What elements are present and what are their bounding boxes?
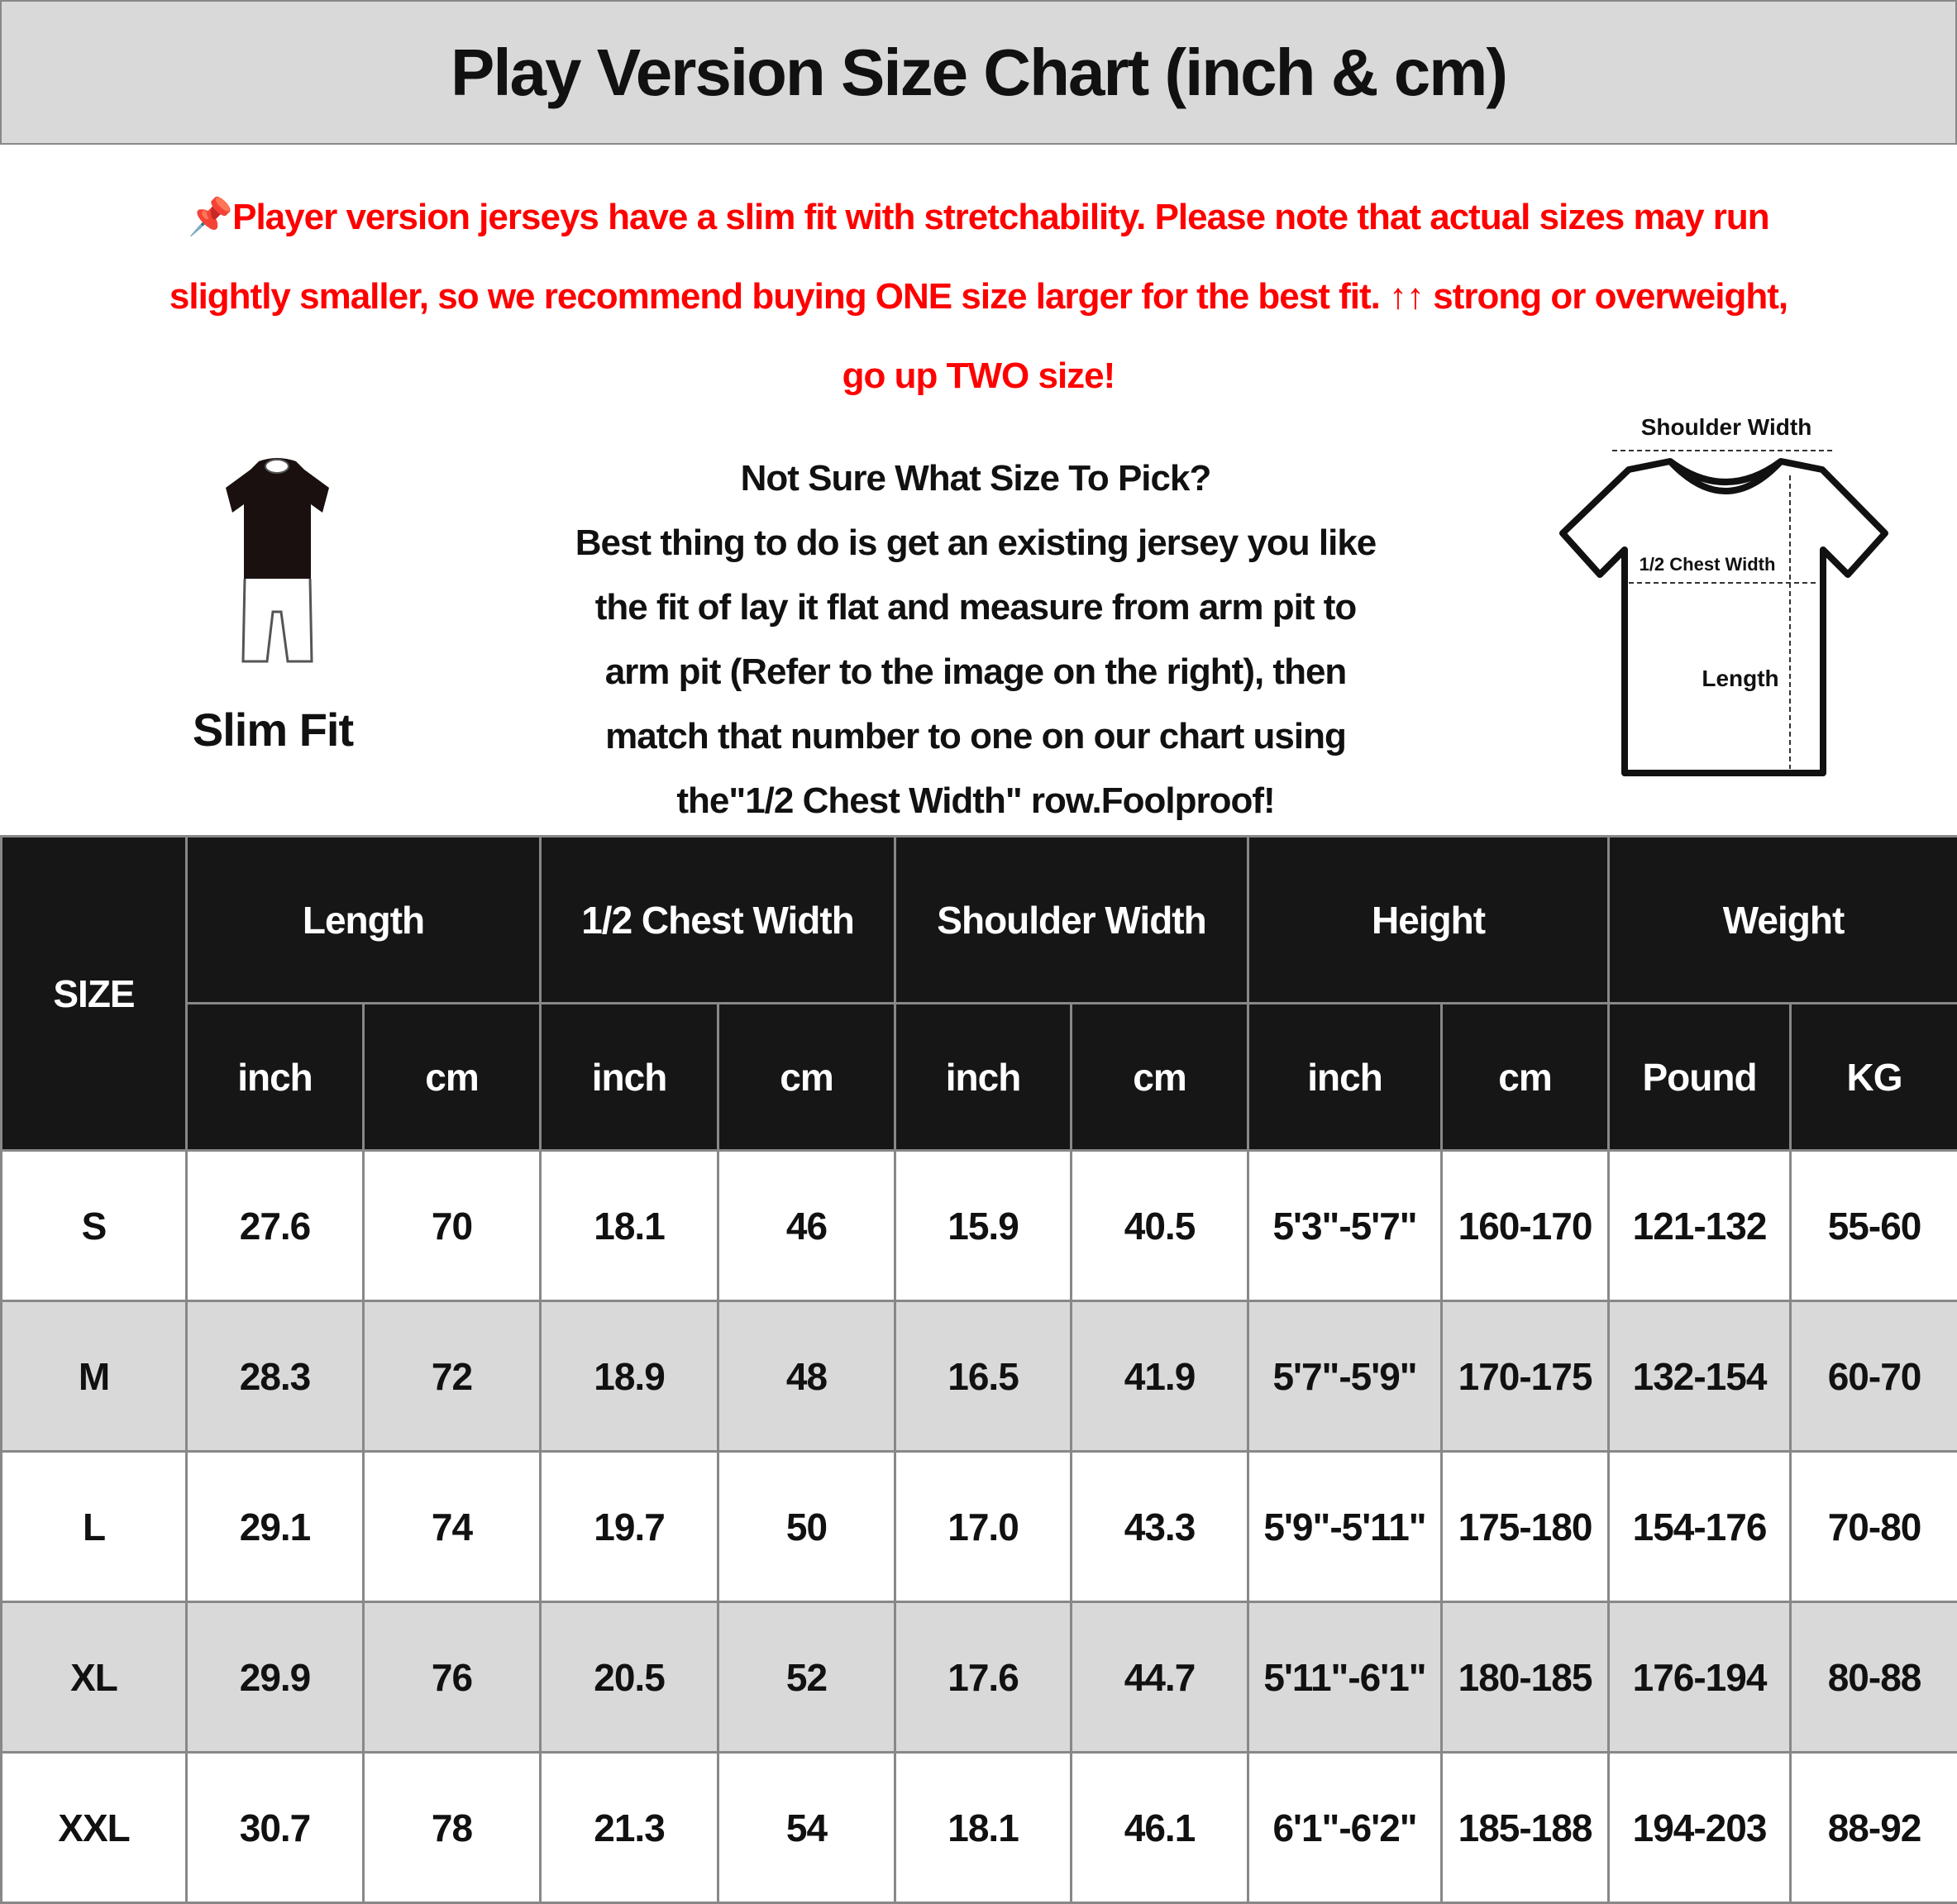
value-cell: 154-176 bbox=[1609, 1452, 1791, 1602]
value-cell: 74 bbox=[364, 1452, 541, 1602]
page-title: Play Version Size Chart (inch & cm) bbox=[451, 35, 1506, 111]
value-cell: 60-70 bbox=[1791, 1301, 1957, 1452]
value-cell: 41.9 bbox=[1072, 1301, 1248, 1452]
value-cell: 48 bbox=[718, 1301, 895, 1452]
value-cell: 46 bbox=[718, 1151, 895, 1301]
value-cell: 175-180 bbox=[1442, 1452, 1609, 1602]
value-cell: 30.7 bbox=[187, 1753, 364, 1903]
value-cell: 29.9 bbox=[187, 1602, 364, 1753]
unit-header: KG bbox=[1791, 1004, 1957, 1151]
notice-line: slightly smaller, so we recommend buying… bbox=[17, 257, 1940, 336]
unit-header: Pound bbox=[1609, 1004, 1791, 1151]
value-cell: 194-203 bbox=[1609, 1753, 1791, 1903]
chart-header: Play Version Size Chart (inch & cm) bbox=[0, 0, 1957, 145]
value-cell: 176-194 bbox=[1609, 1602, 1791, 1753]
unit-header: cm bbox=[1442, 1004, 1609, 1151]
value-cell: 55-60 bbox=[1791, 1151, 1957, 1301]
slim-fit-figure-icon bbox=[222, 455, 333, 666]
value-cell: 72 bbox=[364, 1301, 541, 1452]
value-cell: 160-170 bbox=[1442, 1151, 1609, 1301]
size-chart-table: SIZE Length 1/2 Chest Width Shoulder Wid… bbox=[0, 835, 1957, 1904]
value-cell: 5'7"-5'9" bbox=[1248, 1301, 1442, 1452]
size-cell: M bbox=[2, 1301, 187, 1452]
size-header: SIZE bbox=[2, 837, 187, 1151]
notice-line: go up TWO size! bbox=[17, 336, 1940, 416]
value-cell: 20.5 bbox=[541, 1602, 718, 1753]
guide-line: match that number to one on our chart us… bbox=[389, 704, 1563, 769]
value-cell: 76 bbox=[364, 1602, 541, 1753]
group-header: Weight bbox=[1609, 837, 1957, 1004]
fit-notice: 📌Player version jerseys have a slim fit … bbox=[17, 178, 1940, 416]
value-cell: 18.9 bbox=[541, 1301, 718, 1452]
pushpin-icon: 📌 bbox=[188, 197, 232, 237]
value-cell: 88-92 bbox=[1791, 1753, 1957, 1903]
slim-fit-label: Slim Fit bbox=[182, 703, 364, 756]
size-cell: XXL bbox=[2, 1753, 187, 1903]
value-cell: 27.6 bbox=[187, 1151, 364, 1301]
value-cell: 50 bbox=[718, 1452, 895, 1602]
unit-header: cm bbox=[718, 1004, 895, 1151]
size-cell: XL bbox=[2, 1602, 187, 1753]
shoulder-width-label: Shoulder Width bbox=[1641, 414, 1812, 440]
unit-header: inch bbox=[1248, 1004, 1442, 1151]
value-cell: 5'3"-5'7" bbox=[1248, 1151, 1442, 1301]
unit-header: inch bbox=[541, 1004, 718, 1151]
size-cell: S bbox=[2, 1151, 187, 1301]
value-cell: 19.7 bbox=[541, 1452, 718, 1602]
length-label: Length bbox=[1702, 666, 1778, 691]
value-cell: 43.3 bbox=[1072, 1452, 1248, 1602]
value-cell: 6'1"-6'2" bbox=[1248, 1753, 1442, 1903]
group-header: Shoulder Width bbox=[895, 837, 1248, 1004]
unit-header: cm bbox=[1072, 1004, 1248, 1151]
value-cell: 170-175 bbox=[1442, 1301, 1609, 1452]
size-cell: L bbox=[2, 1452, 187, 1602]
guide-line: arm pit (Refer to the image on the right… bbox=[389, 640, 1563, 704]
value-cell: 5'11"-6'1" bbox=[1248, 1602, 1442, 1753]
notice-line: Player version jerseys have a slim fit w… bbox=[232, 197, 1769, 237]
value-cell: 185-188 bbox=[1442, 1753, 1609, 1903]
value-cell: 70 bbox=[364, 1151, 541, 1301]
value-cell: 17.6 bbox=[895, 1602, 1072, 1753]
value-cell: 28.3 bbox=[187, 1301, 364, 1452]
guide-heading: Not Sure What Size To Pick? bbox=[389, 446, 1563, 511]
value-cell: 18.1 bbox=[895, 1753, 1072, 1903]
unit-header: cm bbox=[364, 1004, 541, 1151]
unit-header: inch bbox=[895, 1004, 1072, 1151]
value-cell: 70-80 bbox=[1791, 1452, 1957, 1602]
size-guide: Not Sure What Size To Pick? Best thing t… bbox=[389, 446, 1563, 833]
unit-header: inch bbox=[187, 1004, 364, 1151]
value-cell: 78 bbox=[364, 1753, 541, 1903]
value-cell: 21.3 bbox=[541, 1753, 718, 1903]
guide-line: the fit of lay it flat and measure from … bbox=[389, 575, 1563, 640]
value-cell: 5'9"-5'11" bbox=[1248, 1452, 1442, 1602]
value-cell: 29.1 bbox=[187, 1452, 364, 1602]
value-cell: 46.1 bbox=[1072, 1753, 1248, 1903]
value-cell: 132-154 bbox=[1609, 1301, 1791, 1452]
value-cell: 44.7 bbox=[1072, 1602, 1248, 1753]
value-cell: 16.5 bbox=[895, 1301, 1072, 1452]
group-header: Height bbox=[1248, 837, 1609, 1004]
value-cell: 17.0 bbox=[895, 1452, 1072, 1602]
tshirt-measurement-icon: Shoulder Width 1/2 Chest Width Length bbox=[1554, 405, 1902, 785]
value-cell: 180-185 bbox=[1442, 1602, 1609, 1753]
guide-line: the"1/2 Chest Width" row.Foolproof! bbox=[389, 769, 1563, 833]
value-cell: 121-132 bbox=[1609, 1151, 1791, 1301]
group-header: Length bbox=[187, 837, 541, 1004]
value-cell: 15.9 bbox=[895, 1151, 1072, 1301]
guide-line: Best thing to do is get an existing jers… bbox=[389, 511, 1563, 575]
value-cell: 18.1 bbox=[541, 1151, 718, 1301]
value-cell: 80-88 bbox=[1791, 1602, 1957, 1753]
value-cell: 52 bbox=[718, 1602, 895, 1753]
value-cell: 40.5 bbox=[1072, 1151, 1248, 1301]
chest-width-label: 1/2 Chest Width bbox=[1640, 554, 1776, 575]
group-header: 1/2 Chest Width bbox=[541, 837, 895, 1004]
value-cell: 54 bbox=[718, 1753, 895, 1903]
